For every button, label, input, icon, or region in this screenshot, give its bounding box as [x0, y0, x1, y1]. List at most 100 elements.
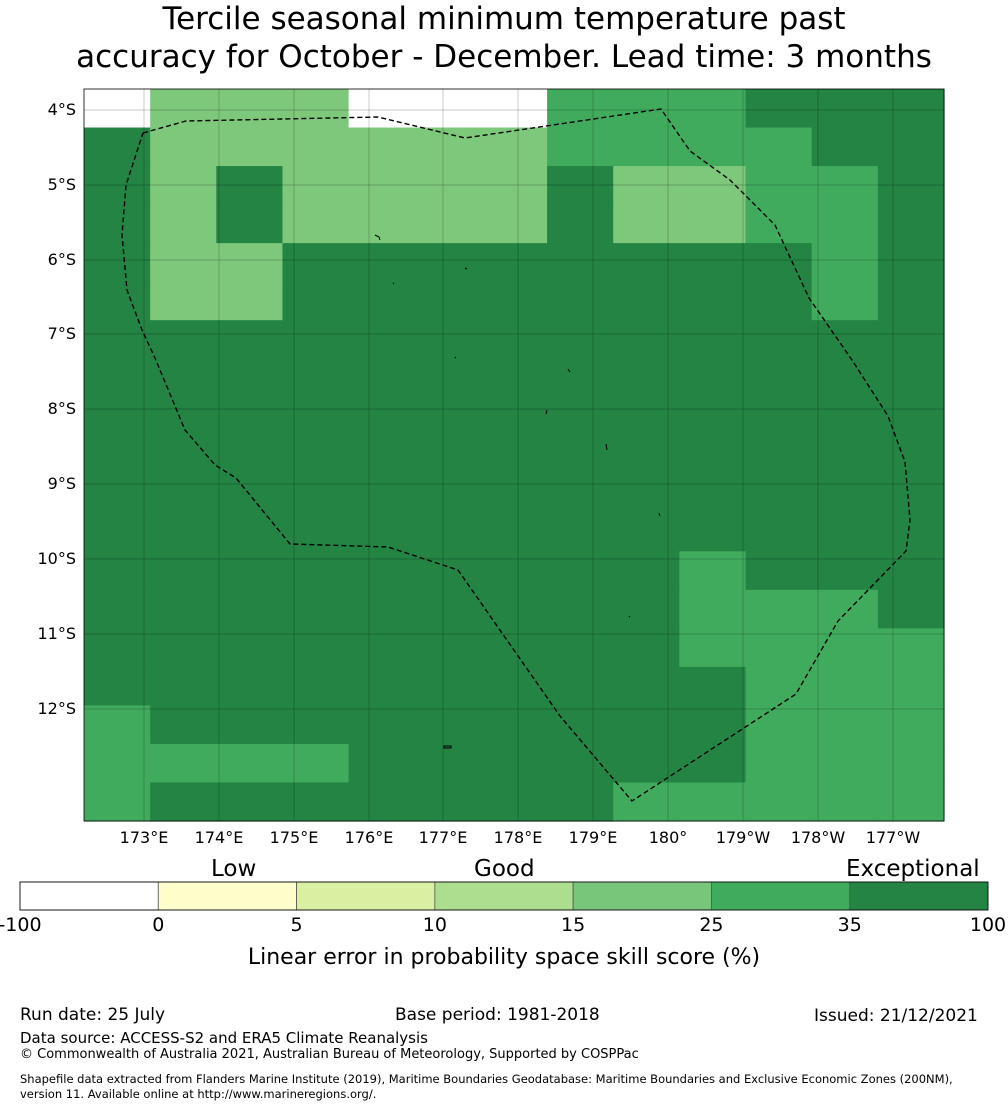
colorbar-segment — [296, 881, 436, 911]
grid-cell — [877, 551, 945, 591]
category-label-exceptional: Exceptional — [846, 856, 980, 882]
grid-cell — [480, 435, 548, 475]
grid-cell — [216, 166, 284, 206]
grid-cell — [811, 281, 879, 321]
colorbar-frame — [19, 881, 989, 911]
grid-cell — [348, 127, 416, 167]
grid-cell — [84, 320, 151, 360]
grid-cell — [282, 551, 350, 591]
grid-cell — [679, 89, 747, 129]
grid-cell — [150, 243, 217, 283]
grid-cell — [613, 743, 680, 784]
grid-cell — [547, 320, 614, 360]
colorbar-tick-label: -100 — [0, 914, 42, 936]
latitude-label: 12°S — [37, 699, 76, 718]
grid-cell — [282, 782, 350, 822]
grid-cell — [613, 166, 680, 206]
longitude-label: 179°E — [568, 828, 618, 847]
grid-cell — [745, 666, 813, 707]
grid-cell — [679, 397, 747, 437]
grid-cell — [282, 474, 350, 514]
grid-cell — [547, 743, 614, 784]
grid-cell — [877, 628, 945, 668]
grid-cell — [414, 320, 482, 360]
grid-cell — [745, 743, 813, 784]
grid-cell — [150, 628, 217, 668]
grid-cell — [84, 127, 151, 167]
grid-cell — [348, 743, 416, 784]
grid-cell — [150, 589, 217, 629]
grid-cell — [348, 243, 416, 283]
grid-cell — [811, 705, 879, 745]
grid-cell — [745, 628, 813, 668]
grid-cell — [745, 89, 813, 129]
grid-cell — [348, 474, 416, 514]
grid-cell — [480, 628, 548, 668]
grid-cell — [216, 551, 284, 591]
grid-cell — [414, 628, 482, 668]
grid-cell — [282, 127, 350, 167]
grid-cell — [480, 243, 548, 283]
chart-title-line1: Tercile seasonal minimum temperature pas… — [162, 1, 846, 37]
grid-cell — [480, 127, 548, 167]
grid-cell — [811, 89, 879, 129]
grid-cell — [414, 204, 482, 244]
island-marks — [374, 234, 661, 749]
grid-cell — [547, 435, 614, 475]
grid-cell — [348, 628, 416, 668]
colorbar-tick-label: 15 — [561, 914, 586, 936]
issued-date: Issued: 21/12/2021 — [814, 1006, 978, 1026]
latitude-label: 11°S — [37, 624, 76, 643]
grid-cell — [811, 358, 879, 398]
grid-cell — [84, 512, 151, 552]
grid-cell — [216, 666, 284, 707]
grid-cell — [811, 589, 879, 629]
grid-cell — [348, 666, 416, 707]
grid-cell — [679, 666, 747, 707]
grid-cell — [150, 551, 217, 591]
grid-cell — [348, 204, 416, 244]
grid-cell — [84, 782, 151, 822]
longitude-label: 178°W — [790, 828, 846, 847]
grid-cell — [282, 204, 350, 244]
grid-cell — [216, 243, 284, 283]
grid-cell — [613, 512, 680, 552]
grid-cell — [745, 551, 813, 591]
grid-cell — [480, 166, 548, 206]
grid-cell — [480, 512, 548, 552]
grid-cell — [547, 166, 614, 206]
colorbar-segment — [572, 881, 712, 911]
grid-cell — [216, 782, 284, 822]
grid-cell — [414, 166, 482, 206]
grid-cell — [84, 589, 151, 629]
grid-cell — [745, 204, 813, 244]
colorbar-tick-label: 25 — [699, 914, 724, 936]
grid-cell — [84, 166, 151, 206]
colorbar — [19, 881, 989, 911]
grid-cell — [877, 204, 945, 244]
grid-cell — [414, 666, 482, 707]
grid-cell — [282, 628, 350, 668]
grid-cell — [877, 743, 945, 784]
grid-cell — [150, 127, 217, 167]
grid-cell — [348, 512, 416, 552]
grid-cell — [150, 743, 217, 784]
grid-cell — [613, 666, 680, 707]
grid-cell — [216, 127, 284, 167]
island-mark — [567, 368, 571, 373]
grid-cell — [613, 127, 680, 167]
longitude-label: 175°E — [269, 828, 319, 847]
grid-cell — [348, 89, 416, 129]
latitude-label: 8°S — [47, 399, 76, 418]
grid-cell — [84, 89, 151, 129]
latitude-label: 4°S — [47, 100, 76, 119]
grid-cell — [547, 397, 614, 437]
grid-cell — [84, 705, 151, 745]
grid-cell — [877, 474, 945, 514]
grid-cell — [613, 782, 680, 822]
grid-cell — [480, 204, 548, 244]
grid-cell — [547, 281, 614, 321]
longitude-label: 180° — [648, 828, 688, 847]
grid-cell — [216, 589, 284, 629]
grid-cell — [745, 127, 813, 167]
